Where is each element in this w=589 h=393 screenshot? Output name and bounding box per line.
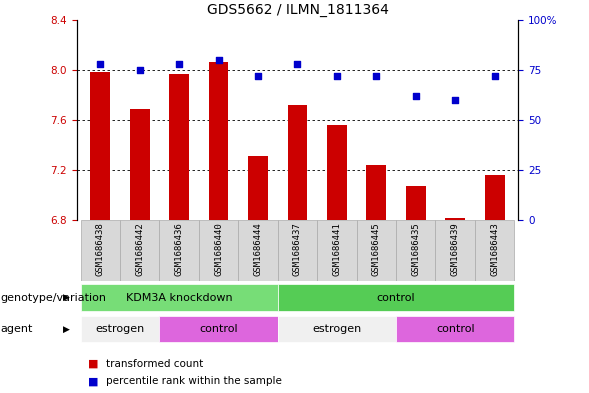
Bar: [120, 220, 160, 281]
Bar: [160, 220, 199, 281]
Bar: [327, 125, 347, 220]
Point: [95, 61, 105, 67]
Text: GSM1686445: GSM1686445: [372, 222, 381, 276]
Point: [174, 61, 184, 67]
Text: GSM1686444: GSM1686444: [253, 222, 263, 276]
Text: KDM3A knockdown: KDM3A knockdown: [126, 293, 233, 303]
Bar: [396, 220, 435, 281]
Text: ■: ■: [88, 358, 99, 369]
Bar: [366, 165, 386, 220]
Bar: [199, 220, 239, 281]
Bar: [278, 220, 317, 281]
Bar: [278, 316, 396, 342]
Point: [214, 57, 223, 63]
Text: percentile rank within the sample: percentile rank within the sample: [106, 376, 282, 386]
Bar: [356, 220, 396, 281]
Bar: [90, 72, 110, 220]
Point: [372, 73, 381, 79]
Point: [332, 73, 342, 79]
Text: GSM1686441: GSM1686441: [332, 222, 342, 276]
Text: control: control: [377, 293, 415, 303]
Bar: [160, 316, 278, 342]
Text: estrogen: estrogen: [312, 324, 362, 334]
Text: ▶: ▶: [62, 325, 70, 334]
Bar: [278, 285, 514, 311]
Text: GSM1686439: GSM1686439: [451, 222, 459, 276]
Text: control: control: [436, 324, 475, 334]
Bar: [445, 218, 465, 220]
Bar: [287, 105, 307, 220]
Text: ■: ■: [88, 376, 99, 386]
Text: GSM1686440: GSM1686440: [214, 222, 223, 276]
Bar: [435, 220, 475, 281]
Text: GSM1686438: GSM1686438: [96, 222, 105, 276]
Point: [135, 67, 144, 73]
Bar: [130, 108, 150, 220]
Point: [451, 97, 460, 103]
Text: GSM1686443: GSM1686443: [490, 222, 499, 276]
Point: [253, 73, 263, 79]
Bar: [81, 285, 278, 311]
Bar: [81, 316, 160, 342]
Text: GSM1686437: GSM1686437: [293, 222, 302, 276]
Text: genotype/variation: genotype/variation: [0, 293, 106, 303]
Text: agent: agent: [0, 324, 32, 334]
Text: GSM1686435: GSM1686435: [411, 222, 421, 276]
Text: GSM1686436: GSM1686436: [174, 222, 184, 276]
Text: GSM1686442: GSM1686442: [135, 222, 144, 276]
Bar: [248, 156, 268, 220]
Point: [411, 93, 421, 99]
Bar: [485, 175, 505, 220]
Bar: [209, 62, 229, 220]
Text: control: control: [199, 324, 238, 334]
Bar: [169, 73, 189, 220]
Bar: [81, 220, 120, 281]
Bar: [406, 186, 426, 220]
Bar: [475, 220, 514, 281]
Point: [293, 61, 302, 67]
Bar: [239, 220, 278, 281]
Text: ▶: ▶: [62, 293, 70, 302]
Text: estrogen: estrogen: [95, 324, 144, 334]
Point: [490, 73, 499, 79]
Text: transformed count: transformed count: [106, 358, 203, 369]
Bar: [396, 316, 514, 342]
Bar: [317, 220, 356, 281]
Title: GDS5662 / ILMN_1811364: GDS5662 / ILMN_1811364: [207, 3, 388, 17]
